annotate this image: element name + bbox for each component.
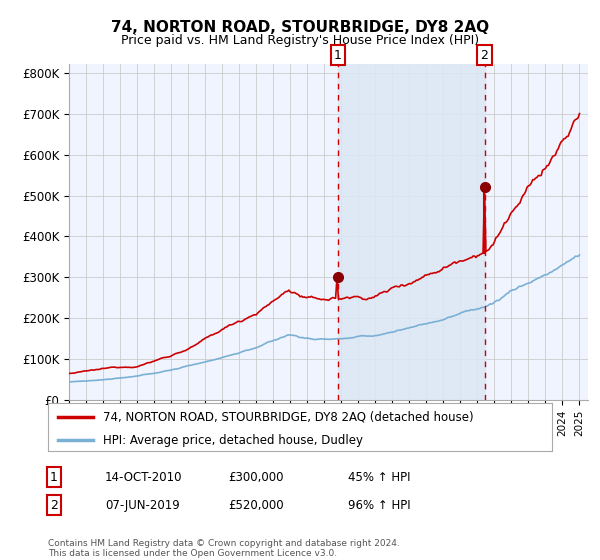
Text: 96% ↑ HPI: 96% ↑ HPI	[348, 498, 410, 512]
Bar	[338, 64, 485, 400]
Text: Contains HM Land Registry data © Crown copyright and database right 2024.
This d: Contains HM Land Registry data © Crown c…	[48, 539, 400, 558]
Text: 74, NORTON ROAD, STOURBRIDGE, DY8 2AQ (detached house): 74, NORTON ROAD, STOURBRIDGE, DY8 2AQ (d…	[103, 410, 474, 423]
Text: 1: 1	[50, 470, 58, 484]
Text: 14-OCT-2010: 14-OCT-2010	[105, 470, 182, 484]
Text: £300,000: £300,000	[228, 470, 284, 484]
Text: 74, NORTON ROAD, STOURBRIDGE, DY8 2AQ: 74, NORTON ROAD, STOURBRIDGE, DY8 2AQ	[111, 20, 489, 35]
Text: 1: 1	[334, 49, 341, 62]
Text: HPI: Average price, detached house, Dudley: HPI: Average price, detached house, Dudl…	[103, 434, 364, 447]
Text: 2: 2	[50, 498, 58, 512]
Text: 45% ↑ HPI: 45% ↑ HPI	[348, 470, 410, 484]
Text: Price paid vs. HM Land Registry's House Price Index (HPI): Price paid vs. HM Land Registry's House …	[121, 34, 479, 46]
Text: 07-JUN-2019: 07-JUN-2019	[105, 498, 180, 512]
Text: 2: 2	[481, 49, 488, 62]
Text: £520,000: £520,000	[228, 498, 284, 512]
